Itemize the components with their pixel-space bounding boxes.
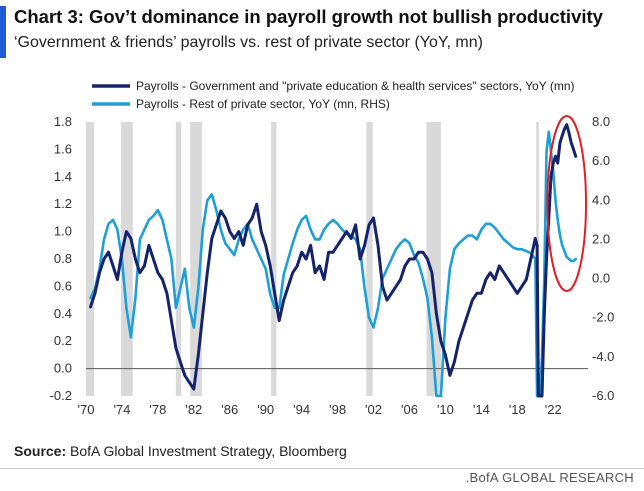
legend-label-gov: Payrolls - Government and "private educa…: [136, 79, 575, 93]
series-lines: [89, 123, 578, 398]
right-tick-label-4: 2.0: [592, 231, 610, 246]
x-tick-label-2: '78: [149, 402, 166, 417]
left-tick-label-6: 1.0: [54, 224, 72, 239]
left-tick-label-2: 0.2: [54, 333, 72, 348]
x-tick-label-6: '94: [293, 402, 310, 417]
recession-bands: [86, 122, 539, 396]
x-tick-label-10: '10: [437, 402, 454, 417]
right-tick-label-0: -6.0: [592, 388, 614, 403]
right-tick-label-6: 6.0: [592, 153, 610, 168]
left-tick-label-4: 0.6: [54, 278, 72, 293]
brand-logo-text: .BofA GLOBAL RESEARCH: [465, 470, 634, 485]
recession-band-1: [121, 122, 133, 396]
x-tick-label-5: '90: [257, 402, 274, 417]
x-tick-label-0: '70: [78, 402, 95, 417]
accent-bar: [0, 6, 6, 58]
x-tick-label-1: '74: [113, 402, 130, 417]
recession-band-5: [366, 122, 373, 396]
x-tick-label-7: '98: [329, 402, 346, 417]
x-tick-label-8: '02: [365, 402, 382, 417]
right-tick-label-1: -4.0: [592, 349, 614, 364]
chart-subtitle: ‘Government & friends’ payrolls vs. rest…: [14, 34, 483, 51]
x-tick-label-13: '22: [545, 402, 562, 417]
left-tick-label-1: 0.0: [54, 361, 72, 376]
right-tick-label-3: 0.0: [592, 271, 610, 286]
legend: Payrolls - Government and "private educa…: [92, 79, 575, 111]
recession-band-3: [190, 122, 202, 396]
left-tick-label-10: 1.8: [54, 114, 72, 129]
left-tick-label-7: 1.2: [54, 196, 72, 211]
left-tick-label-0: -0.2: [50, 388, 72, 403]
left-tick-label-3: 0.4: [54, 306, 72, 321]
left-tick-label-8: 1.4: [54, 169, 72, 184]
left-axis-ticks: -0.2 0.0 0.2 0.4 0.6 0.8 1.0 1.2 1.4 1.6 1.8: [50, 114, 72, 403]
recession-band-2: [175, 122, 182, 396]
x-tick-label-4: '86: [221, 402, 238, 417]
right-axis-ticks: -6.0 -4.0 -2.0 0.0 2.0 4.0 6.0 8.0: [592, 114, 614, 403]
x-tick-label-9: '06: [401, 402, 418, 417]
source-note: Source: BofA Global Investment Strategy,…: [14, 443, 347, 459]
x-tick-label-11: '14: [473, 402, 490, 417]
source-text: BofA Global Investment Strategy, Bloombe…: [70, 443, 347, 459]
left-tick-label-9: 1.6: [54, 141, 72, 156]
right-tick-label-5: 4.0: [592, 192, 610, 207]
right-tick-label-2: -2.0: [592, 310, 614, 325]
chart-title: Chart 3: Gov’t dominance in payroll grow…: [14, 6, 603, 27]
x-tick-label-3: '82: [185, 402, 202, 417]
source-label: Source:: [14, 443, 67, 459]
right-tick-label-7: 8.0: [592, 114, 610, 129]
series-line-rest-private: [89, 130, 578, 398]
highlight-ellipse: [546, 115, 588, 292]
series-line-government: [89, 123, 578, 398]
recession-band-4: [271, 122, 277, 396]
x-axis-ticks: '70 '74 '78 '82 '86 '90 '94 '98 '02 '06 '10 '14 '18 '…: [78, 402, 562, 417]
footer-divider: [0, 468, 644, 469]
left-tick-label-5: 0.8: [54, 251, 72, 266]
chart-svg: -0.20.00.20.40.60.81.01.21.41.61.8 -6.0-…: [50, 79, 615, 417]
x-tick-label-12: '18: [509, 402, 526, 417]
legend-label-private: Payrolls - Rest of private sector, YoY (…: [136, 97, 390, 111]
recession-band-0: [86, 122, 95, 396]
